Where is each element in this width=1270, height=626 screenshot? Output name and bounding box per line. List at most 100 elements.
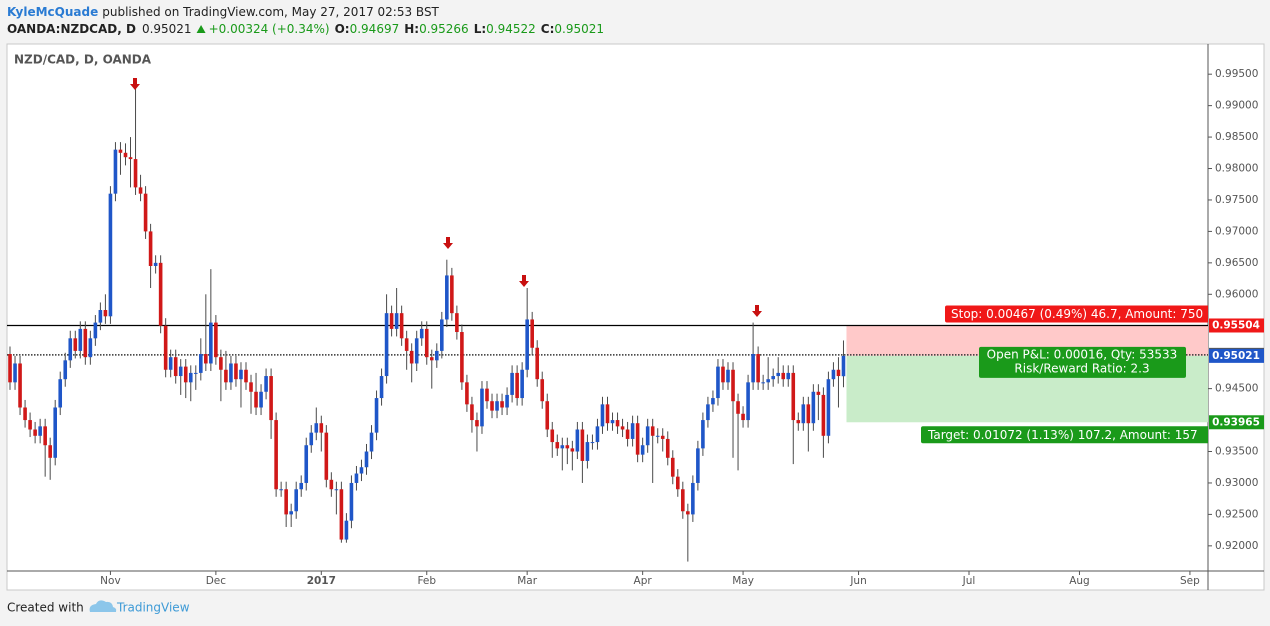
candle-body	[429, 357, 434, 361]
stop-label: Stop: 0.00467 (0.49%) 46.7, Amount: 750	[951, 307, 1203, 321]
candle-body	[515, 372, 519, 399]
candle-body	[389, 313, 394, 329]
candle-body	[440, 319, 444, 351]
y-tick-label: 0.93500	[1215, 446, 1258, 458]
x-tick-label: May	[732, 575, 754, 587]
candle-body	[339, 489, 344, 540]
candle-body	[98, 310, 103, 323]
candle-body	[289, 511, 293, 515]
arrow-marker	[130, 78, 140, 90]
candle-body	[374, 398, 379, 433]
candle-body	[721, 366, 725, 383]
candle-body	[249, 382, 253, 392]
candle-body	[73, 338, 78, 351]
candle-body	[535, 347, 540, 380]
candle-body	[329, 479, 334, 490]
ohlc-label: H:	[404, 22, 419, 36]
candle-body	[224, 369, 228, 383]
candle-body	[118, 149, 123, 153]
up-arrow-icon	[196, 25, 206, 33]
author[interactable]: KyleMcQuade	[7, 5, 98, 19]
candle-body	[43, 426, 47, 446]
arrow-marker	[519, 275, 529, 287]
candle-body	[630, 423, 635, 439]
price-label: 0.95021	[1212, 350, 1260, 362]
x-tick-label: Sep	[1180, 575, 1200, 587]
candle-body	[83, 328, 88, 358]
candle-body	[640, 445, 645, 455]
y-tick-label: 0.97000	[1215, 225, 1258, 237]
x-tick-label: Feb	[417, 575, 436, 587]
candle-body	[776, 372, 781, 377]
candle-body	[63, 360, 68, 380]
y-tick-label: 0.92000	[1215, 540, 1258, 552]
stop-label-box	[945, 305, 1208, 323]
candle-body	[590, 442, 595, 444]
candle-body	[580, 429, 585, 461]
candle-body	[751, 354, 755, 383]
candle-body	[781, 372, 786, 380]
candle-body	[48, 445, 52, 458]
candle-body	[183, 366, 188, 383]
candle-body	[681, 489, 685, 512]
x-tick-label: Aug	[1069, 575, 1090, 587]
brand-logo[interactable]	[89, 600, 117, 612]
candle-body	[178, 366, 183, 377]
price-label-box	[1209, 348, 1264, 363]
header-line: KyleMcQuade published on TradingView.com,…	[7, 5, 440, 19]
ohlc-label: L:	[474, 22, 486, 36]
candle-body	[525, 319, 529, 370]
candle-body	[816, 391, 821, 395]
brand-link[interactable]: TradingView	[116, 601, 190, 615]
candle-body	[239, 369, 243, 380]
candle-body	[510, 372, 514, 395]
candle-body	[269, 376, 273, 421]
created-with: Created with	[7, 601, 84, 615]
y-tick-label: 0.96500	[1215, 257, 1258, 269]
candle-body	[108, 193, 113, 317]
candle-body	[450, 275, 454, 314]
candle-body	[359, 467, 364, 474]
candle-body	[826, 379, 831, 436]
candle-body	[550, 429, 555, 443]
candle-body	[234, 363, 238, 380]
x-tick-label: Nov	[100, 575, 121, 587]
candle-body	[540, 379, 545, 402]
candle-body	[716, 366, 720, 399]
candle-body	[254, 391, 258, 408]
annotation-arrows	[130, 78, 762, 317]
candle-body	[701, 420, 705, 449]
candle-body	[766, 379, 770, 383]
candle-body	[394, 313, 399, 329]
candle-body	[841, 355, 846, 377]
symbol: OANDA:NZDCAD, D	[7, 22, 136, 36]
candle-body	[645, 426, 650, 446]
change-line: +0.00324 (+0.34%) O:0.94697 H:0.95266 L:0.9…	[209, 22, 604, 36]
candle-body	[736, 401, 740, 414]
candle-body	[650, 426, 655, 436]
candle-body	[168, 357, 173, 370]
candle-body	[470, 404, 474, 421]
candle-body	[314, 423, 319, 433]
candle-body	[610, 420, 615, 424]
candle-body	[605, 404, 610, 424]
candle-body	[786, 372, 791, 380]
candle-body	[274, 420, 278, 490]
candle-body	[555, 442, 560, 449]
candle-body	[655, 435, 660, 437]
candle-body	[811, 391, 816, 424]
candle-body	[379, 376, 384, 399]
x-tick-label: Dec	[206, 575, 227, 587]
candle-body	[575, 429, 580, 452]
candle-body	[299, 482, 304, 490]
candle-body	[38, 426, 42, 436]
candle-body	[103, 310, 108, 317]
candle-body	[831, 369, 836, 380]
candle-body	[349, 482, 354, 521]
candle-body	[173, 357, 178, 377]
candle-body	[219, 357, 223, 370]
target-label-box	[921, 426, 1208, 444]
candle-body	[560, 445, 565, 449]
candle-body	[404, 338, 409, 351]
